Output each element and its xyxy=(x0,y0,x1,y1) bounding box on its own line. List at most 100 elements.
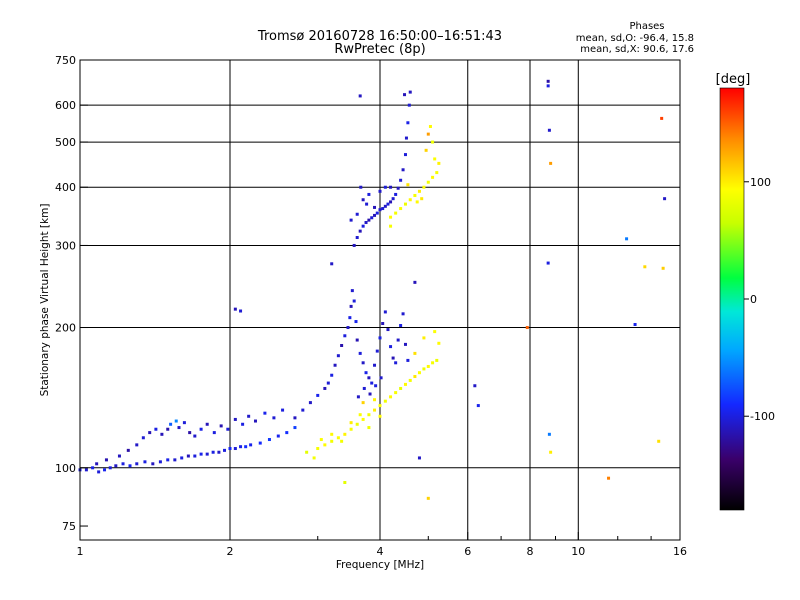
echo-point xyxy=(103,468,107,472)
colorbar-tick-label: 100 xyxy=(750,176,771,189)
chart-title: Tromsø 20160728 16:50:00–16:51:43 xyxy=(257,29,502,44)
colorbar xyxy=(719,87,745,511)
echo-point xyxy=(435,358,439,362)
echo-point xyxy=(361,417,365,421)
echo-point xyxy=(143,460,147,464)
echo-point xyxy=(399,207,403,211)
echo-point xyxy=(367,218,371,222)
echo-point xyxy=(154,427,158,431)
echo-point xyxy=(661,266,665,270)
echo-point xyxy=(340,343,344,347)
echo-point xyxy=(135,443,139,447)
echo-point xyxy=(228,447,232,451)
echo-point xyxy=(97,470,101,474)
echo-point xyxy=(375,349,379,353)
echo-point xyxy=(426,180,430,184)
echo-point xyxy=(424,148,428,152)
echo-point xyxy=(433,330,437,334)
echo-point xyxy=(378,189,382,193)
echo-point xyxy=(330,373,334,377)
echo-point xyxy=(413,193,417,197)
echo-point xyxy=(247,414,251,418)
echo-point xyxy=(435,171,439,175)
echo-point xyxy=(386,328,390,332)
echo-point xyxy=(323,386,327,390)
echo-point xyxy=(148,431,152,435)
echo-point xyxy=(333,363,337,367)
echo-point xyxy=(336,354,340,358)
echo-point xyxy=(408,378,412,382)
echo-point xyxy=(391,197,395,201)
stats-x-mode: mean, sd,X: 90.6, 17.6 xyxy=(580,44,694,55)
echo-point xyxy=(413,375,417,379)
echo-point xyxy=(361,361,365,365)
echo-point xyxy=(272,416,276,420)
echo-point xyxy=(316,447,320,451)
echo-point xyxy=(394,192,398,196)
echo-point xyxy=(378,336,382,340)
echo-point xyxy=(205,422,209,426)
echo-point xyxy=(383,310,387,314)
echo-point xyxy=(193,454,197,458)
echo-point xyxy=(378,208,382,212)
echo-point xyxy=(367,413,371,417)
echo-point xyxy=(340,439,344,443)
echo-point xyxy=(391,356,395,360)
echo-point xyxy=(239,445,243,449)
echo-point xyxy=(212,431,216,435)
y-tick-label: 200 xyxy=(55,322,76,335)
echo-point xyxy=(406,183,410,187)
echo-point xyxy=(404,136,408,140)
echo-point xyxy=(359,185,363,189)
echo-point xyxy=(205,452,209,456)
echo-point xyxy=(415,200,419,204)
x-tick-label: 4 xyxy=(377,545,384,558)
echo-point xyxy=(356,395,360,399)
echo-point xyxy=(368,392,372,396)
echo-point xyxy=(253,419,257,423)
y-axis-label: Stationary phase Virtual Height [km] xyxy=(39,204,51,397)
echo-point xyxy=(417,189,421,193)
echo-point xyxy=(352,243,356,247)
echo-point xyxy=(346,326,350,330)
echo-point xyxy=(373,205,377,209)
echo-point xyxy=(169,422,173,426)
echo-point xyxy=(361,224,365,228)
echo-points xyxy=(78,79,667,500)
echo-point xyxy=(158,460,162,464)
echo-point xyxy=(349,421,353,425)
echo-point xyxy=(293,416,297,420)
echo-point xyxy=(379,376,383,380)
echo-point xyxy=(95,462,99,466)
echo-point xyxy=(323,443,327,447)
y-tick-label: 300 xyxy=(55,239,76,252)
echo-point xyxy=(367,192,371,196)
echo-point xyxy=(358,229,362,233)
echo-point xyxy=(104,458,108,462)
echo-point xyxy=(426,132,430,136)
echo-point xyxy=(660,116,664,120)
echo-point xyxy=(394,211,398,215)
echo-point xyxy=(91,466,95,470)
echo-point xyxy=(547,432,551,436)
colorbar-tick-label: -100 xyxy=(750,410,775,423)
echo-point xyxy=(343,334,347,338)
echo-point xyxy=(211,450,215,454)
x-tick-label: 16 xyxy=(673,545,687,558)
echo-point xyxy=(121,462,125,466)
echo-point xyxy=(413,280,417,284)
echo-point xyxy=(386,202,390,206)
echo-point xyxy=(361,198,365,202)
echo-point xyxy=(166,427,170,431)
echo-point xyxy=(352,299,356,303)
echo-point xyxy=(174,419,178,423)
echo-point xyxy=(239,309,243,313)
echo-point xyxy=(547,128,551,132)
echo-point xyxy=(84,468,88,472)
echo-point xyxy=(389,200,393,204)
echo-point xyxy=(293,426,297,430)
echo-point xyxy=(399,386,403,390)
echo-point xyxy=(367,376,371,380)
echo-point xyxy=(349,304,353,308)
